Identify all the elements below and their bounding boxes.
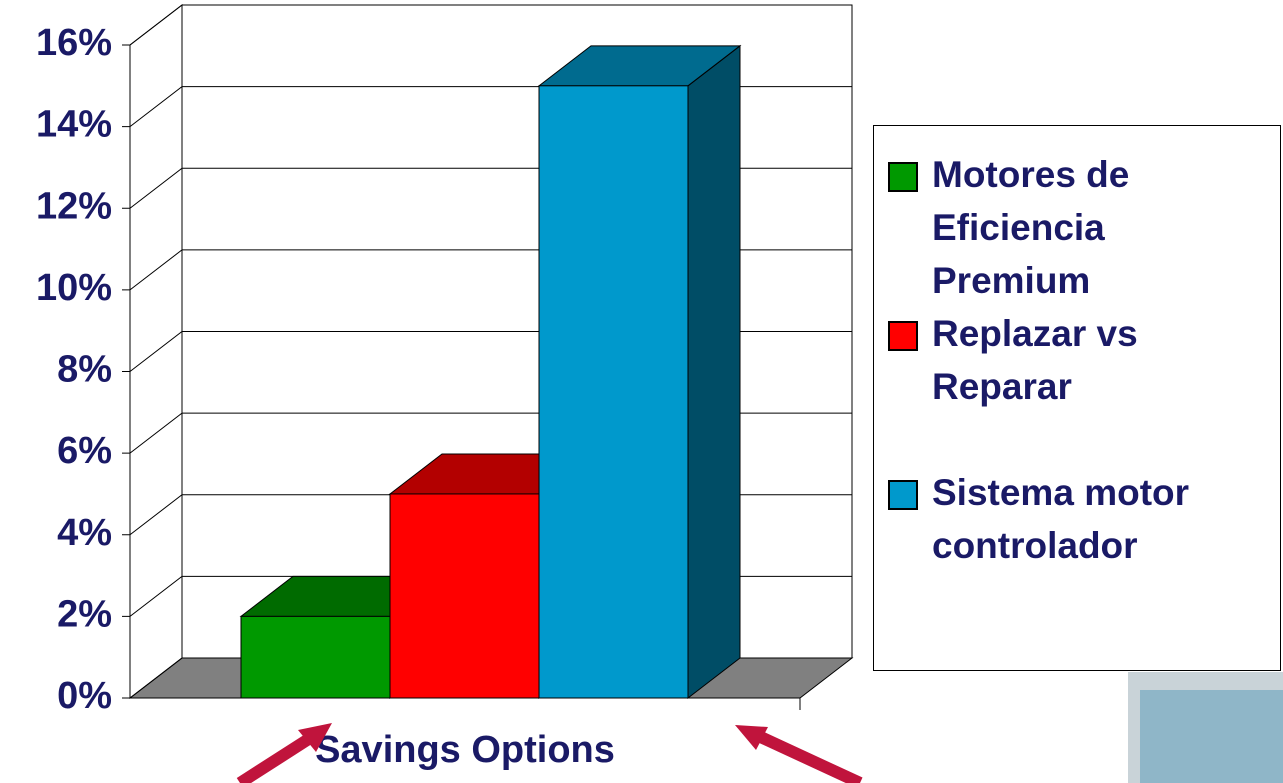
y-tick-label: 2% [57,593,112,635]
arrow [749,727,863,783]
arrow-head [298,723,332,752]
legend-entry: Sistema motor controlador [874,466,1242,572]
arrow-head [735,725,768,750]
legend-label: Replazar vs Reparar [932,313,1138,407]
bar [389,493,540,699]
y-tick-label: 0% [57,675,112,717]
y-tick-label: 14% [36,104,112,146]
y-tick-label: 6% [57,430,112,472]
legend-swatch [888,321,918,351]
legend-label: Motores de Eficiencia Premium [932,154,1130,301]
bar [240,615,391,699]
photo-detail [1140,690,1283,783]
bar [538,85,689,699]
x-axis-label: Savings Options [315,729,615,771]
bar-side [687,44,741,700]
y-tick-label: 16% [36,22,112,64]
legend: Motores de Eficiencia Premium Replazar vs… [873,125,1281,671]
y-tick-label: 10% [36,267,112,309]
arrow [236,727,322,783]
legend-entry: Motores de Eficiencia Premium [874,148,1242,307]
legend-swatch [888,480,918,510]
legend-swatch [888,162,918,192]
y-tick-label: 4% [57,512,112,554]
y-tick-label: 12% [36,185,112,227]
grid-line [129,4,852,46]
arrows [236,723,863,783]
legend-entry: Replazar vs Reparar [874,307,1242,413]
legend-label: Sistema motor controlador [932,472,1190,566]
y-tick-label: 8% [57,349,112,391]
